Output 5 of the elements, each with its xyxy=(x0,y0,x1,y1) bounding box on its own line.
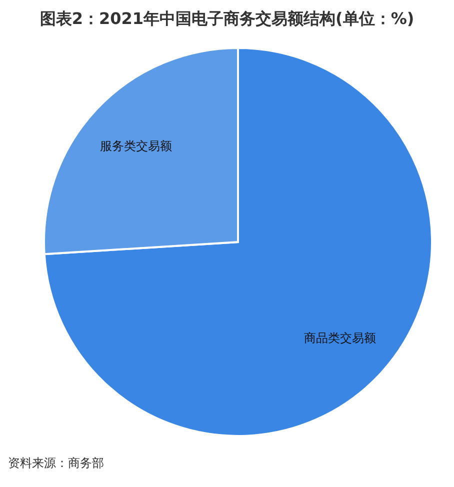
text: 资料来源：商务部 xyxy=(8,456,104,470)
chart-title: 图表2：2021年中国电子商务交易额结构(单位：%) xyxy=(40,9,414,28)
slice-label: 服务类交易额 xyxy=(100,139,172,154)
slice-label: 商品类交易额 xyxy=(304,330,376,345)
pie-slice xyxy=(43,47,433,437)
